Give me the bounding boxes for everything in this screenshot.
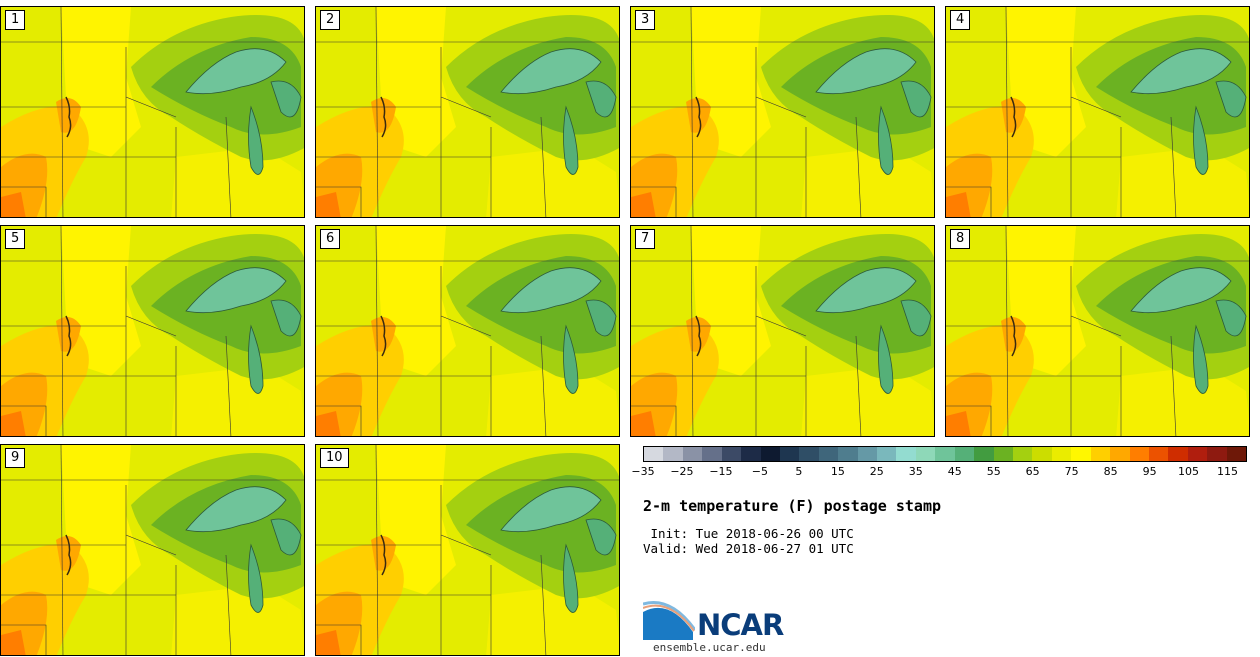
colorbar-tick-label: 5 bbox=[795, 465, 803, 478]
colorbar-segment bbox=[1013, 447, 1033, 461]
stamp-member-label: 1 bbox=[5, 10, 26, 30]
colorbar-segment bbox=[935, 447, 955, 461]
stamp-member-label: 4 bbox=[950, 10, 971, 30]
colorbar-segment bbox=[1148, 447, 1169, 461]
stamp-member-label: 2 bbox=[320, 10, 341, 30]
colorbar-segment bbox=[1110, 447, 1130, 461]
colorbar-segment bbox=[1207, 447, 1227, 461]
init-time: Init: Tue 2018-06-26 00 UTC bbox=[643, 526, 854, 541]
colorbar-segment bbox=[741, 447, 761, 461]
colorbar-segment bbox=[644, 447, 664, 461]
stamp-member-label: 6 bbox=[320, 229, 341, 249]
postage-stamp-map: 2 bbox=[315, 6, 620, 218]
colorbar-tick-label: −5 bbox=[751, 465, 768, 478]
colorbar bbox=[643, 446, 1247, 462]
valid-time: Valid: Wed 2018-06-27 01 UTC bbox=[643, 541, 854, 556]
postage-stamp-map: 3 bbox=[630, 6, 935, 218]
colorbar-segment bbox=[1051, 447, 1072, 461]
colorbar-segment bbox=[1032, 447, 1052, 461]
colorbar-tick-label: 65 bbox=[1025, 465, 1040, 478]
map-title: 2-m temperature (F) postage stamp bbox=[643, 497, 942, 515]
colorbar-segment bbox=[663, 447, 683, 461]
colorbar-tick-label: 75 bbox=[1064, 465, 1079, 478]
colorbar-tick-label: −25 bbox=[670, 465, 694, 478]
postage-stamp-map: 1 bbox=[0, 6, 305, 218]
logo-text: NCAR bbox=[697, 608, 784, 642]
colorbar-tick-label: 85 bbox=[1103, 465, 1118, 478]
stamp-member-label: 5 bbox=[5, 229, 26, 249]
colorbar-segment bbox=[877, 447, 897, 461]
colorbar-segment bbox=[838, 447, 858, 461]
colorbar-segment bbox=[818, 447, 839, 461]
stamp-member-label: 3 bbox=[635, 10, 656, 30]
colorbar-segment bbox=[915, 447, 936, 461]
colorbar-tick-label: 45 bbox=[947, 465, 962, 478]
colorbar-tick-label: 55 bbox=[986, 465, 1001, 478]
postage-stamp-map: 9 bbox=[0, 444, 305, 656]
colorbar-segment bbox=[721, 447, 742, 461]
postage-stamp-map: 4 bbox=[945, 6, 1250, 218]
postage-stamp-map: 5 bbox=[0, 225, 305, 437]
colorbar-segment bbox=[1168, 447, 1188, 461]
colorbar-segment bbox=[954, 447, 975, 461]
postage-stamp-map: 10 bbox=[315, 444, 620, 656]
stamp-member-label: 8 bbox=[950, 229, 971, 249]
colorbar-segment bbox=[799, 447, 819, 461]
site-url: ensemble.ucar.edu bbox=[653, 641, 766, 654]
colorbar-tick-label: 105 bbox=[1178, 465, 1200, 478]
colorbar-tick-label: 15 bbox=[830, 465, 845, 478]
colorbar-tick-label: −35 bbox=[631, 465, 655, 478]
colorbar-tick-label: 115 bbox=[1217, 465, 1239, 478]
colorbar-segment bbox=[779, 447, 800, 461]
postage-stamp-map: 6 bbox=[315, 225, 620, 437]
colorbar-segment bbox=[682, 447, 703, 461]
stamp-member-label: 9 bbox=[5, 448, 26, 468]
colorbar-tick-label: −15 bbox=[709, 465, 733, 478]
ncar-logo-icon bbox=[642, 600, 697, 646]
colorbar-segment bbox=[857, 447, 878, 461]
colorbar-segment bbox=[702, 447, 722, 461]
stamp-member-label: 10 bbox=[320, 448, 349, 468]
colorbar-segment bbox=[1226, 447, 1247, 461]
colorbar-segment bbox=[974, 447, 994, 461]
postage-stamp-map: 8 bbox=[945, 225, 1250, 437]
colorbar-tick-label: 35 bbox=[908, 465, 923, 478]
colorbar-tick-label: 95 bbox=[1142, 465, 1157, 478]
colorbar-segment bbox=[1129, 447, 1149, 461]
colorbar-tick-label: 25 bbox=[869, 465, 884, 478]
colorbar-segment bbox=[993, 447, 1014, 461]
postage-stamp-map: 7 bbox=[630, 225, 935, 437]
colorbar-segment bbox=[896, 447, 916, 461]
colorbar-segment bbox=[1090, 447, 1111, 461]
colorbar-segment bbox=[1071, 447, 1091, 461]
colorbar-segment bbox=[760, 447, 780, 461]
stamp-member-label: 7 bbox=[635, 229, 656, 249]
colorbar-segment bbox=[1187, 447, 1208, 461]
